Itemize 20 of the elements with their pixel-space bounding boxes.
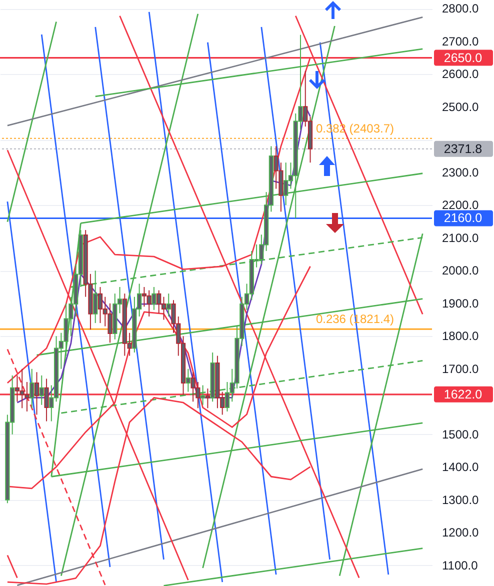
y-tick-label: 1200.0 <box>442 526 480 540</box>
ref-line-label: 2650.0 <box>444 50 482 65</box>
ref-line-label: 2160.0 <box>444 211 482 226</box>
y-tick-label: 1500.0 <box>442 427 480 442</box>
y-tick-label: 2600.0 <box>442 67 480 82</box>
y-tick-label: 2000.0 <box>442 264 480 278</box>
y-tick-label: 1300.0 <box>442 492 480 507</box>
ref-line-label: 1622.0 <box>444 387 482 402</box>
y-tick-label: 2500.0 <box>442 100 480 114</box>
y-tick-label: 2800.0 <box>442 2 480 16</box>
y-tick-label: 2200.0 <box>442 198 480 212</box>
y-tick-label: 1700.0 <box>442 362 480 376</box>
y-tick-label: 1900.0 <box>442 296 480 310</box>
ref-line-label: 2371.8 <box>444 142 482 156</box>
y-tick-label: 1400.0 <box>442 460 480 474</box>
y-tick-label: 2100.0 <box>442 230 480 245</box>
y-tick-label: 2300.0 <box>442 165 480 180</box>
y-tick-label: 1100.0 <box>442 558 478 572</box>
y-tick-label: 2700.0 <box>442 34 480 48</box>
y-tick-label: 1800.0 <box>442 329 480 344</box>
